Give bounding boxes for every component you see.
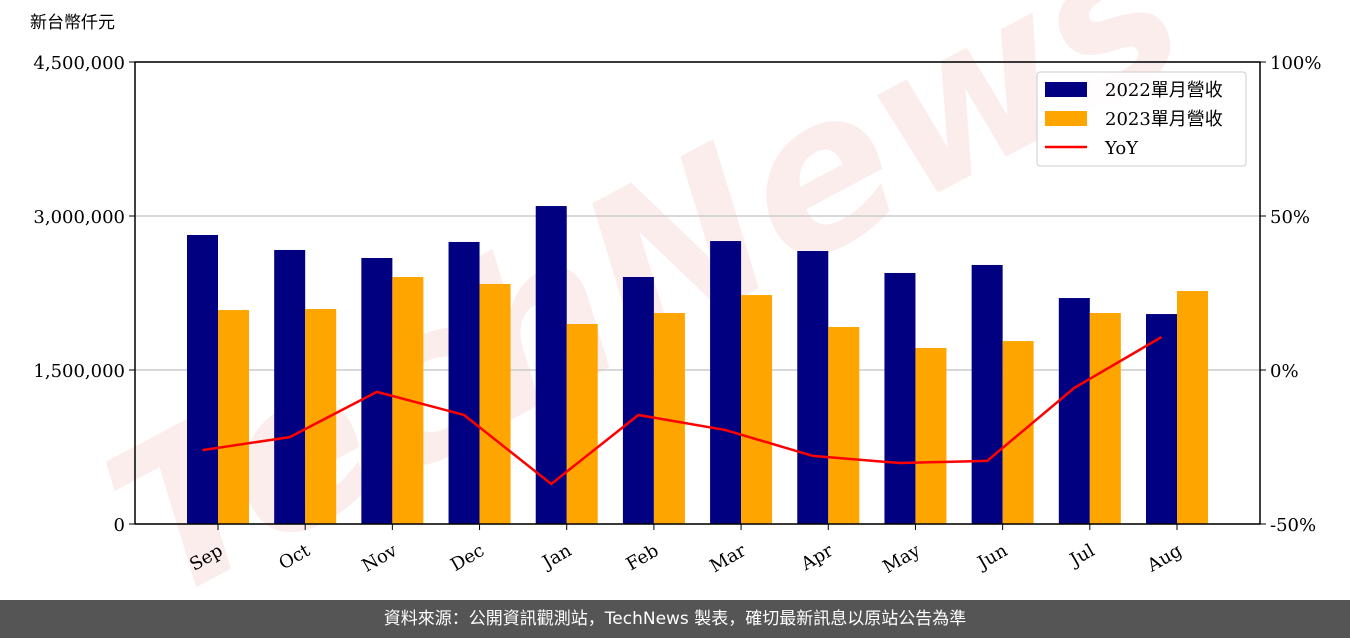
bar — [971, 264, 1003, 524]
x-tick-label: Jan — [537, 540, 575, 574]
bar — [1089, 313, 1121, 524]
x-tick-label: Aug — [1143, 540, 1186, 577]
bar — [1002, 341, 1034, 524]
bar — [448, 241, 480, 524]
bar — [1146, 314, 1177, 524]
bar — [1058, 298, 1090, 524]
legend-label: 2022單月營收 — [1105, 80, 1223, 101]
bar — [1177, 291, 1208, 524]
bar — [218, 310, 249, 524]
bar — [710, 241, 742, 524]
x-tick-label: Apr — [797, 540, 837, 575]
bar — [828, 326, 860, 524]
y-tick-label: 4,500,000 — [33, 53, 125, 74]
y2-tick-label: -50% — [1270, 515, 1316, 536]
plot-frame — [134, 61, 1261, 525]
y-axis-label: 新台幣仟元 — [30, 13, 115, 33]
bar — [274, 249, 306, 524]
bar — [622, 276, 654, 524]
bar — [741, 295, 773, 524]
chart: 新台幣仟元 TechNews01,500,0003,000,0004,500,0… — [30, 0, 1321, 600]
legend-label: 2023單月營收 — [1105, 109, 1223, 130]
bar — [797, 251, 829, 524]
x-tick-label: Feb — [623, 540, 663, 575]
x-tick-label: Jul — [1065, 540, 1099, 572]
x-tick-label: Mar — [706, 540, 750, 577]
bar — [566, 324, 598, 524]
bar — [479, 283, 511, 524]
x-tick-label: Dec — [447, 540, 488, 576]
bar — [915, 348, 947, 524]
bar — [187, 234, 218, 524]
y2-tick-label: 100% — [1270, 53, 1321, 74]
line — [202, 335, 1163, 486]
x-tick-label: May — [879, 540, 924, 578]
bar — [535, 206, 567, 525]
y-tick-label: 0 — [114, 515, 125, 536]
y-tick-label: 3,000,000 — [33, 207, 125, 228]
y2-tick-label: 50% — [1270, 207, 1310, 228]
legend-swatch — [1045, 111, 1087, 126]
bar — [884, 272, 916, 524]
y2-tick-label: 0% — [1270, 361, 1299, 382]
footer: 資料來源：公開資訊觀測站，TechNews 製表，確切最新訊息以原站公告為準 — [0, 600, 1350, 638]
x-tick-label: Jun — [973, 540, 1012, 575]
legend-swatch — [1045, 82, 1087, 97]
legend-box — [1036, 71, 1247, 167]
legend-label: YoY — [1104, 138, 1139, 159]
y-tick-label: 1,500,000 — [33, 361, 125, 382]
